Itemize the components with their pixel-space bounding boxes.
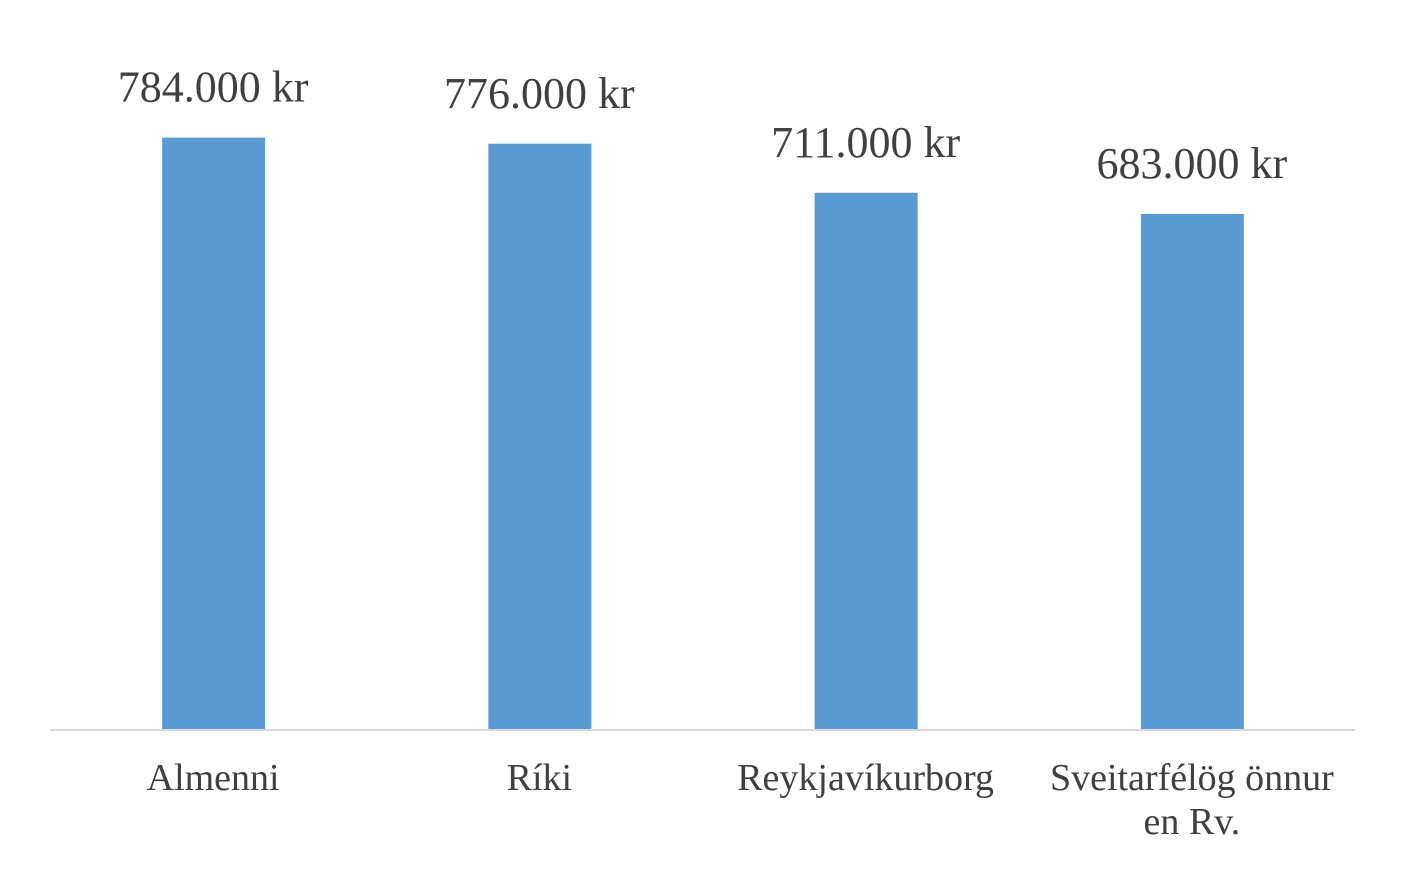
x-tick-label: Sveitarfélög önnur en Rv. <box>1049 757 1334 843</box>
bar <box>162 137 266 731</box>
bar <box>1140 213 1244 730</box>
data-label: 784.000 kr <box>118 63 309 112</box>
bar <box>814 192 918 731</box>
x-tick-label: Ríki <box>506 757 573 799</box>
x-tick-label: Almenni <box>146 757 280 799</box>
data-label: 776.000 kr <box>444 69 635 118</box>
data-label: 711.000 kr <box>771 118 960 167</box>
bar <box>488 143 592 730</box>
x-tick-label: Reykjavíkurborg <box>737 757 995 799</box>
data-label: 683.000 kr <box>1097 139 1288 188</box>
